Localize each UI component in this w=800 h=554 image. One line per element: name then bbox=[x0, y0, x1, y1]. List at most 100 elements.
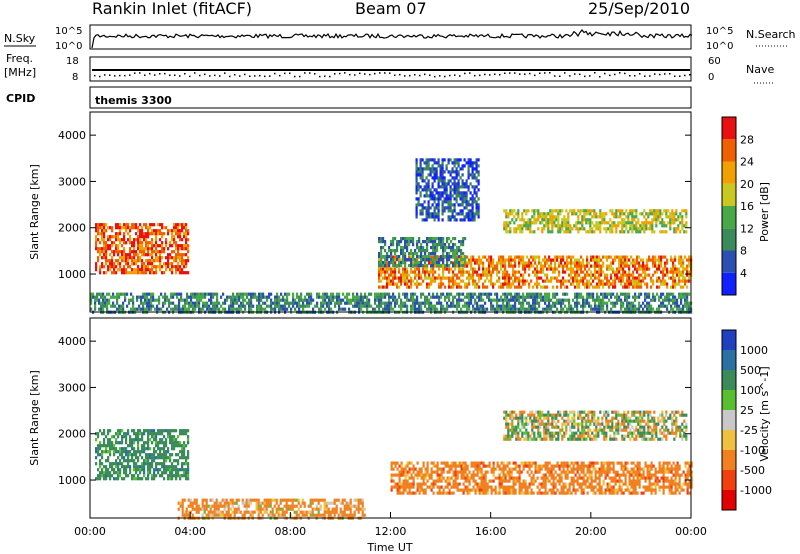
heatmap-cell bbox=[678, 255, 681, 259]
heatmap-cell bbox=[429, 158, 432, 162]
heatmap-cell bbox=[433, 218, 436, 222]
heatmap-cell bbox=[181, 456, 184, 460]
heatmap-cell bbox=[638, 276, 641, 280]
heatmap-cell bbox=[394, 273, 397, 277]
heatmap-cell bbox=[434, 279, 437, 283]
heatmap-cell bbox=[463, 185, 466, 189]
heatmap-cell bbox=[97, 444, 100, 448]
heatmap-cell bbox=[463, 182, 466, 186]
heatmap-cell bbox=[424, 482, 427, 486]
heatmap-cell bbox=[633, 209, 636, 213]
heatmap-cell bbox=[171, 265, 174, 269]
heatmap-cell bbox=[141, 432, 144, 436]
heatmap-cell bbox=[420, 252, 423, 256]
heatmap-cell bbox=[417, 188, 420, 192]
heatmap-cell bbox=[526, 261, 529, 265]
heatmap-cell bbox=[129, 256, 132, 260]
heatmap-cell bbox=[612, 270, 615, 274]
heatmap-cell bbox=[380, 255, 383, 259]
heatmap-cell bbox=[127, 474, 130, 478]
heatmap-cell bbox=[151, 244, 154, 248]
heatmap-cell bbox=[392, 461, 395, 465]
heatmap-cell bbox=[478, 264, 481, 268]
heatmap-cell bbox=[454, 282, 457, 286]
heatmap-cell bbox=[663, 209, 666, 213]
heatmap-cell bbox=[642, 267, 645, 271]
heatmap-cell bbox=[448, 267, 451, 271]
heatmap-cell bbox=[572, 279, 575, 283]
heatmap-cell bbox=[453, 197, 456, 201]
heatmap-cell bbox=[378, 279, 381, 283]
heatmap-cell bbox=[665, 230, 668, 234]
heatmap-cell bbox=[95, 456, 98, 460]
heatmap-cell bbox=[619, 215, 622, 219]
heatmap-cell bbox=[621, 218, 624, 222]
heatmap-cell bbox=[113, 241, 116, 245]
heatmap-cell bbox=[187, 474, 190, 478]
heatmap-cell bbox=[437, 191, 440, 195]
heatmap-cell bbox=[510, 304, 513, 308]
heatmap-cell bbox=[170, 301, 173, 305]
heatmap-cell bbox=[552, 276, 555, 280]
heatmap-cell bbox=[386, 279, 389, 283]
heatmap-cell bbox=[674, 279, 677, 283]
heatmap-cell bbox=[566, 279, 569, 283]
heatmap-cell bbox=[476, 304, 479, 308]
heatmap-cell bbox=[143, 441, 146, 445]
heatmap-cell bbox=[412, 295, 415, 299]
heatmap-cell bbox=[185, 223, 188, 227]
heatmap-cell bbox=[662, 292, 665, 296]
heatmap-cell bbox=[410, 279, 413, 283]
heatmap-cell bbox=[109, 244, 112, 248]
heatmap-cell bbox=[378, 264, 381, 268]
heatmap-cell bbox=[517, 209, 520, 213]
heatmap-cell bbox=[151, 432, 154, 436]
heatmap-cell bbox=[472, 282, 475, 286]
heatmap-cell bbox=[437, 200, 440, 204]
heatmap-cell bbox=[482, 307, 485, 311]
nave-dot bbox=[134, 72, 136, 74]
heatmap-cell bbox=[450, 292, 453, 296]
heatmap-cell bbox=[447, 170, 450, 174]
nave-dot bbox=[329, 75, 331, 78]
heatmap-cell bbox=[169, 459, 172, 463]
heatmap-cell bbox=[500, 261, 503, 265]
heatmap-cell bbox=[514, 270, 517, 274]
heatmap-cell bbox=[145, 447, 148, 451]
heatmap-cell bbox=[434, 261, 437, 265]
heatmap-cell bbox=[630, 301, 633, 305]
heatmap-cell bbox=[104, 298, 107, 302]
heatmap-cell bbox=[659, 221, 662, 225]
heatmap-cell bbox=[475, 194, 478, 198]
heatmap-cell bbox=[404, 261, 407, 265]
heatmap-cell bbox=[398, 243, 401, 247]
heatmap-cell bbox=[368, 298, 371, 302]
heatmap-cell bbox=[586, 255, 589, 259]
heatmap-cell bbox=[440, 246, 443, 250]
heatmap-cell bbox=[453, 209, 456, 213]
heatmap-cell bbox=[354, 295, 357, 299]
heatmap-cell bbox=[679, 215, 682, 219]
heatmap-cell bbox=[427, 173, 430, 177]
heatmap-cell bbox=[418, 249, 421, 253]
heatmap-cell bbox=[655, 218, 658, 222]
heatmap-cell bbox=[434, 295, 437, 299]
heatmap-cell bbox=[562, 267, 565, 271]
heatmap-cell bbox=[469, 182, 472, 186]
heatmap-cell bbox=[316, 292, 319, 296]
heatmap-cell bbox=[378, 301, 381, 305]
heatmap-cell bbox=[672, 258, 675, 262]
heatmap-cell bbox=[582, 301, 585, 305]
heatmap-cell bbox=[662, 270, 665, 274]
heatmap-cell bbox=[449, 206, 452, 210]
heatmap-cell bbox=[590, 270, 593, 274]
heatmap-cell bbox=[121, 271, 124, 275]
heatmap-cell bbox=[649, 227, 652, 231]
heatmap-cell bbox=[461, 191, 464, 195]
heatmap-cell bbox=[392, 273, 395, 277]
heatmap-cell bbox=[466, 301, 469, 305]
heatmap-cell bbox=[615, 212, 618, 216]
heatmap-cell bbox=[658, 285, 661, 289]
heatmap-cell bbox=[408, 461, 411, 465]
heatmap-cell bbox=[590, 292, 593, 296]
